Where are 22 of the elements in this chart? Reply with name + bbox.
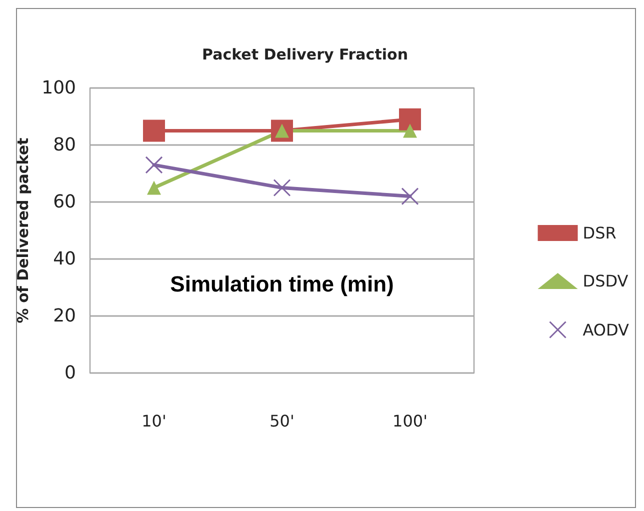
legend-label: DSDV (582, 272, 628, 290)
point (401, 188, 419, 206)
x-tick-label: 10' (142, 412, 166, 430)
x-tick-label: 50' (270, 412, 294, 430)
y-tick-label: 20 (53, 306, 76, 326)
point (273, 179, 291, 196)
point (403, 124, 417, 138)
y-axis-title: % of Delivered packet (14, 138, 32, 324)
x-axis-title: Simulation time (min) (170, 272, 394, 296)
point (147, 180, 161, 195)
y-tick-label: 100 (42, 78, 76, 98)
x-tick-label: 100' (392, 412, 428, 430)
point (143, 120, 165, 142)
y-tick-label: 80 (53, 134, 76, 156)
y-tick-label: 40 (53, 248, 76, 270)
legend-label: AODV (582, 320, 630, 340)
point (145, 156, 163, 174)
legend-label: DSR (582, 224, 616, 242)
point (399, 108, 421, 130)
y-tick-label: 0 (64, 362, 76, 384)
y-tick-label: 60 (53, 192, 76, 212)
chart-title: Packet Delivery Fraction (202, 46, 408, 64)
